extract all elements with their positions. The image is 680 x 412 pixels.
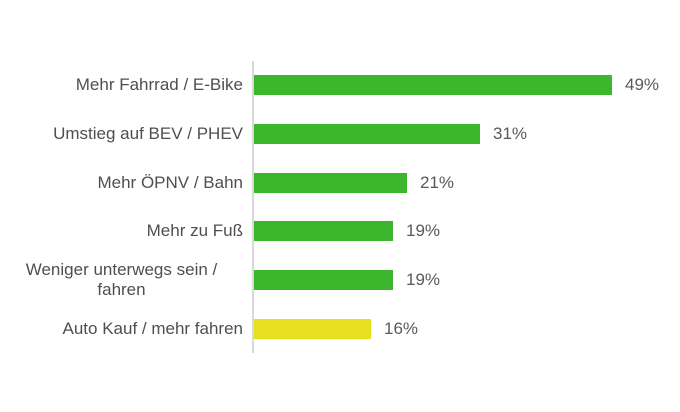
bar: [254, 75, 612, 96]
category-axis-segment: 19%: [252, 255, 672, 305]
chart-row: Mehr Fahrrad / E-Bike 49%: [0, 61, 672, 110]
category-label: Auto Kauf / mehr fahren: [62, 318, 244, 338]
chart-row: Weniger unterwegs sein / fahren 19%: [0, 255, 672, 305]
value-label: 49%: [625, 75, 660, 95]
category-label: Umstieg auf BEV / PHEV: [53, 123, 243, 143]
category-label: Mehr Fahrrad / E-Bike: [75, 75, 243, 95]
value-label: 19%: [406, 270, 441, 290]
bar: [254, 318, 371, 339]
bar: [254, 221, 393, 242]
category-label-cell: Auto Kauf / mehr fahren: [0, 304, 252, 353]
category-label-cell: Umstieg auf BEV / PHEV: [0, 110, 252, 159]
value-label: 19%: [406, 221, 441, 241]
category-label: Mehr zu Fuß: [146, 221, 243, 241]
category-label-cell: Mehr Fahrrad / E-Bike: [0, 61, 252, 110]
category-label: Weniger unterwegs sein / fahren: [25, 259, 218, 300]
chart-row: Mehr zu Fuß 19%: [0, 207, 672, 256]
category-axis-segment: 31%: [252, 109, 672, 159]
value-label: 16%: [384, 318, 419, 338]
category-axis-segment: 49%: [252, 61, 672, 110]
category-axis-segment: 19%: [252, 207, 672, 256]
value-label: 31%: [493, 124, 528, 143]
bar: [254, 124, 480, 144]
value-label: 21%: [420, 172, 455, 192]
category-label-cell: Mehr ÖPNV / Bahn: [0, 158, 252, 207]
category-label-cell: Mehr zu Fuß: [0, 207, 252, 256]
category-axis-segment: 16%: [252, 304, 672, 354]
category-label: Mehr ÖPNV / Bahn: [97, 172, 243, 192]
bar: [254, 172, 407, 193]
category-label-cell: Weniger unterwegs sein / fahren: [0, 256, 252, 305]
chart-row: Umstieg auf BEV / PHEV 31%: [0, 109, 672, 159]
chart-rows: Mehr Fahrrad / E-Bike 49% Umstieg auf BE…: [0, 61, 672, 354]
category-axis-segment: 21%: [252, 158, 672, 208]
chart-row: Auto Kauf / mehr fahren 16%: [0, 304, 672, 354]
bar: [254, 270, 393, 291]
chart-row: Mehr ÖPNV / Bahn 21%: [0, 158, 672, 208]
